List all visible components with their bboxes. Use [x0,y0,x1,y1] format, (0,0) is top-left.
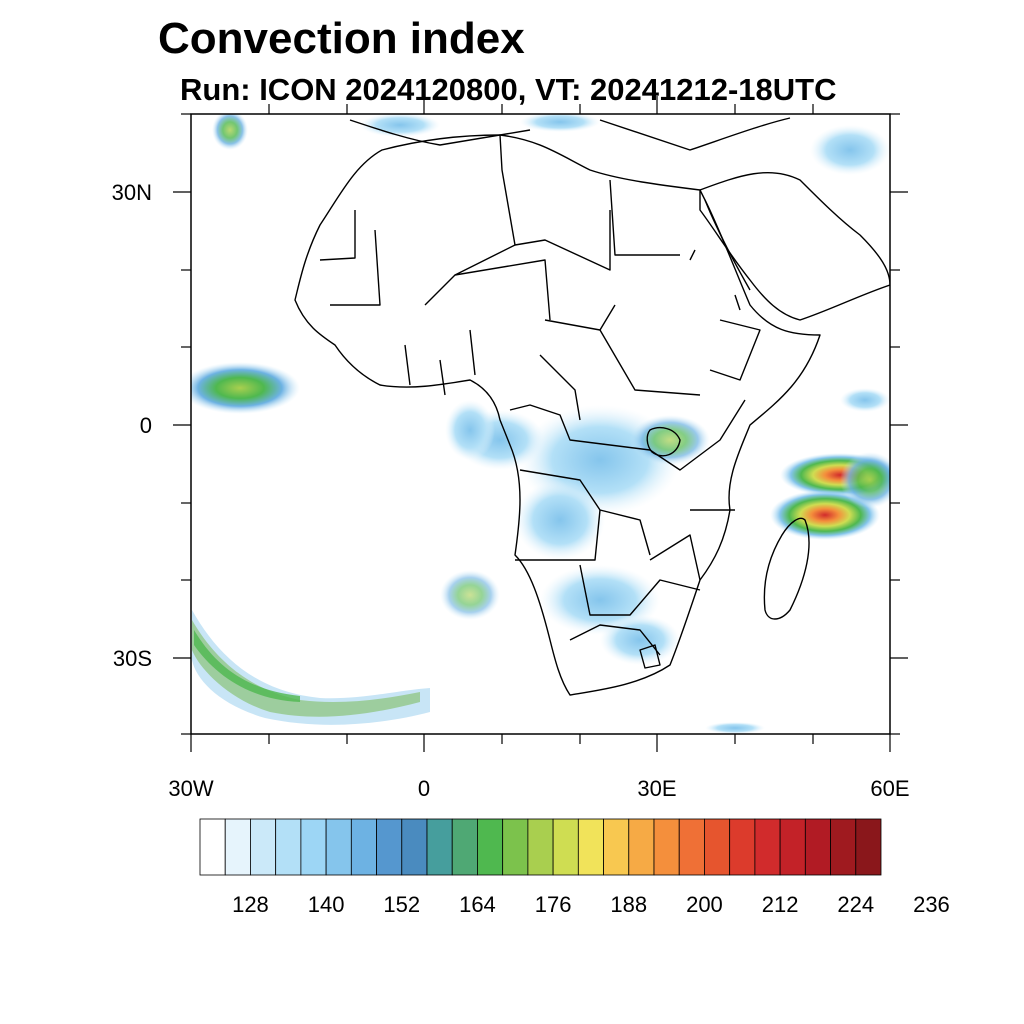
colorbar-swatch [779,818,806,876]
colorbar-swatch [628,818,655,876]
colorbar-swatch [855,818,882,876]
colorbar-label: 128 [232,892,269,917]
colorbar-swatch [527,818,554,876]
colorbar-swatch [275,818,302,876]
colorbar-swatch [754,818,781,876]
lon-label-0: 0 [418,776,430,801]
colorbar-swatch [224,818,251,876]
plot-frame [190,113,891,735]
colorbar-swatch [350,818,377,876]
colorbar-swatch [426,818,453,876]
colorbar-swatch [653,818,680,876]
colorbar-label: 140 [308,892,345,917]
colorbar-swatch [502,818,529,876]
convection-cell-west-equatorial [191,362,300,414]
convection-field [191,114,890,734]
colorbar-label: 152 [383,892,420,917]
colorbar-label: 164 [459,892,496,917]
coastlines [294,117,890,696]
colorbar-label: 236 [913,892,950,917]
map-title: Convection index [158,14,525,63]
map-subtitle: Run: ICON 2024120800, VT: 20241212-18UTC [180,72,837,107]
colorbar-labels: 128 140 152 164 176 188 200 212 224 236 [232,892,950,917]
colorbar-label: 188 [610,892,647,917]
colorbar-label: 176 [535,892,572,917]
colorbar-swatch [603,818,630,876]
colorbar-swatch [678,818,705,876]
colorbar-swatch [300,818,327,876]
colorbar-swatch [401,818,428,876]
colorbar-swatch [830,818,857,876]
colorbar-label: 224 [837,892,874,917]
colorbar [199,818,882,876]
colorbar-swatch [477,818,504,876]
colorbar-swatch [577,818,604,876]
colorbar-label: 200 [686,892,723,917]
colorbar-swatch [704,818,731,876]
colorbar-swatch [451,818,478,876]
axis-ticks [173,96,908,752]
lon-label-30e: 30E [637,776,676,801]
colorbar-swatch [325,818,352,876]
colorbar-swatch [729,818,756,876]
convection-band-south-atlantic [192,620,420,717]
lon-label-30w: 30W [168,776,213,801]
colorbar-swatch [250,818,277,876]
lon-label-60e: 60E [870,776,909,801]
colorbar-label: 212 [762,892,799,917]
colorbar-swatch [376,818,403,876]
lat-label-0: 0 [140,413,152,438]
colorbar-swatch [199,818,226,876]
lat-label-30s: 30S [113,646,152,671]
colorbar-swatch [552,818,579,876]
lat-label-30n: 30N [112,180,152,205]
colorbar-swatch [804,818,831,876]
